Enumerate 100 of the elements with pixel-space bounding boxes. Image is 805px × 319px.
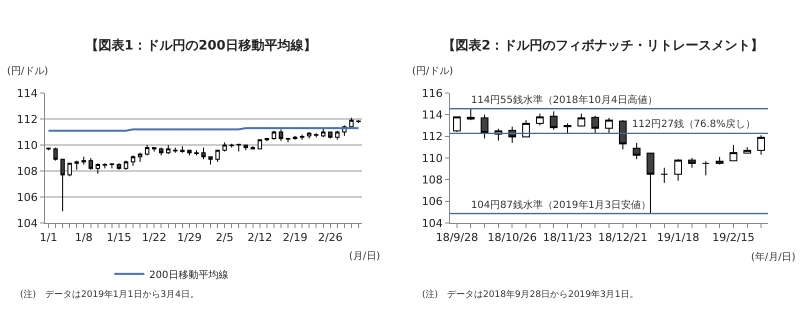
candlestick: [328, 132, 333, 139]
x-tick-label: 19/1/18: [656, 231, 700, 244]
x-tick-label: 1/1: [40, 231, 58, 244]
x-axis-title: (年/月/日): [751, 251, 796, 263]
candlestick: [591, 115, 600, 134]
candlestick: [201, 147, 206, 160]
candlestick: [82, 156, 86, 165]
candlestick: [138, 152, 142, 162]
candlestick: [250, 146, 256, 150]
candlestick: [180, 146, 185, 154]
candlestick: [286, 138, 290, 143]
candlestick: [522, 120, 530, 138]
y-tick-label: 114: [422, 108, 443, 122]
x-tick-label: 18/12/21: [598, 231, 648, 244]
candlestick: [74, 160, 79, 170]
candlestick: [335, 130, 340, 140]
y-tick-label: 112: [16, 112, 38, 126]
candlestick: [258, 139, 262, 150]
candlestick: [88, 158, 94, 170]
candlestick: [605, 117, 613, 134]
chart-title: 【図表1：ドル円の200日移動平均線】: [85, 38, 317, 54]
candlestick: [466, 108, 475, 121]
candlestick: [564, 122, 572, 134]
y-tick-label: 108: [16, 164, 38, 178]
legend-label: 200日移動平均線: [149, 268, 228, 281]
candlestick: [314, 132, 318, 138]
x-axis-title: (月/日): [349, 251, 380, 262]
x-tick-label: 1/29: [177, 231, 202, 244]
x-tick-label: 1/8: [74, 231, 93, 244]
y-tick-label: 112: [422, 130, 443, 144]
candlestick: [300, 134, 304, 140]
y-axis-title: (円/ドル): [412, 66, 454, 77]
candlestick: [194, 150, 199, 156]
candlestick: [306, 132, 312, 139]
candlestick: [660, 167, 668, 184]
candlestick: [144, 144, 150, 156]
candlestick: [187, 150, 192, 156]
candlestick: [222, 142, 227, 152]
candlestick: [577, 113, 586, 128]
candlestick: [349, 117, 354, 129]
candlestick: [236, 143, 241, 152]
text: (注) データは2018年9月28日から2019年3月1日。: [422, 289, 638, 300]
candlestick: [173, 147, 178, 154]
x-tick-label: 18/10/26: [488, 231, 537, 244]
candlestick: [229, 143, 234, 148]
candlestick: [215, 150, 220, 162]
candlestick: [688, 158, 696, 168]
candlestick: [264, 138, 270, 142]
x-tick-label: 19/2/15: [712, 231, 755, 244]
ref-line-label: 104円87銭水準（2019年1月3日安値）: [471, 199, 651, 211]
candlestick: [292, 135, 298, 140]
candlestick: [102, 162, 108, 169]
candlestick: [110, 162, 114, 169]
candlestick: [757, 134, 765, 156]
candlestick: [272, 130, 276, 140]
x-tick-label: 2/19: [282, 231, 308, 244]
candlestick: [96, 162, 100, 174]
x-tick-label: 2/12: [248, 231, 272, 244]
y-tick-label: 110: [16, 138, 38, 152]
x-tick-label: 2/26: [318, 231, 343, 244]
candlestick: [480, 114, 488, 139]
candlestick: [632, 142, 641, 160]
candlestick: [244, 144, 248, 151]
x-tick-label: 1/15: [106, 231, 132, 244]
y-tick-label: 116: [422, 86, 443, 100]
ref-line-label: 112円27銭（76.8%戻し）: [632, 118, 756, 130]
ref-line-label: 114円55銭水準（2018年10月4日高値）: [471, 94, 658, 106]
text: (注) データは2019年1月1日から3月4日。: [20, 289, 199, 300]
candlestick: [208, 156, 213, 165]
candlestick: [730, 144, 738, 162]
chart-title: 【図表2：ドル円のフィボナッチ・リトレースメント】: [442, 38, 764, 54]
candlestick: [536, 113, 544, 126]
candlestick: [716, 156, 724, 165]
candlestick: [67, 162, 72, 177]
y-tick-label: 114: [16, 86, 38, 100]
candlestick: [453, 116, 461, 132]
candlestick: [702, 160, 710, 176]
x-tick-label: 2/5: [216, 231, 234, 244]
x-tick-label: 18/9/28: [436, 231, 478, 244]
candlestick: [166, 144, 170, 155]
x-tick-label: 1/22: [142, 231, 167, 244]
candlestick: [130, 154, 136, 166]
y-tick-label: 108: [422, 174, 443, 187]
candlestick: [159, 147, 164, 156]
candlestick: [152, 147, 156, 152]
candlestick: [60, 158, 65, 212]
y-tick-label: 104: [16, 216, 38, 230]
candlestick: [550, 110, 558, 130]
candlestick: [674, 158, 682, 182]
y-axis-title: (円/ドル): [7, 66, 48, 77]
candlestick: [278, 128, 284, 142]
candlestick: [646, 152, 654, 214]
y-tick-label: 106: [16, 190, 38, 204]
x-tick-label: 18/11/23: [542, 231, 592, 244]
y-tick-label: 104: [422, 216, 443, 230]
y-tick-label: 110: [422, 152, 443, 165]
candlestick: [618, 120, 627, 150]
y-tick-label: 106: [422, 195, 443, 208]
candlestick: [321, 128, 326, 138]
candlestick: [116, 162, 122, 170]
